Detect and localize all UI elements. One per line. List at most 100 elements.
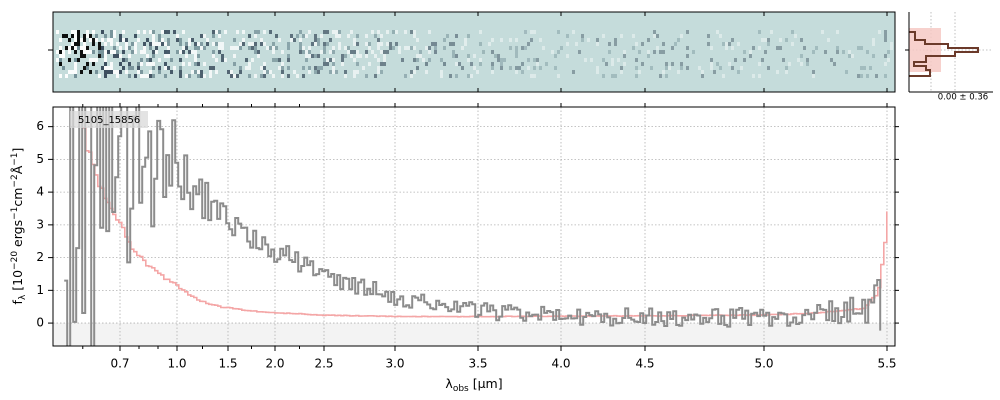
x-tick-label: 3.0 — [385, 357, 404, 371]
spectrum-2d-pixel — [530, 30, 533, 34]
spectrum-2d-pixel — [182, 50, 185, 54]
spectrum-2d-pixel — [197, 54, 200, 58]
spectrum-2d-pixel — [557, 74, 560, 78]
spectrum-2d-pixel — [209, 66, 212, 70]
ylabel-part: λ — [18, 294, 28, 300]
spectrum-2d-pixel — [452, 54, 455, 58]
spectrum-2d-pixel — [260, 66, 263, 70]
spectrum-2d-pixel — [518, 66, 521, 70]
spectrum-2d-pixel — [287, 46, 290, 50]
plot-background — [53, 107, 895, 346]
spectrum-2d-pixel — [200, 34, 203, 38]
spectrum-2d-pixel — [707, 34, 710, 38]
spectrum-2d-pixel — [677, 38, 680, 42]
spectrum-2d-pixel — [467, 34, 470, 38]
spectrum-2d-pixel — [455, 34, 458, 38]
spectrum-2d-pixel — [374, 74, 377, 78]
spectrum-2d-pixel — [731, 46, 734, 50]
object-label: 5105_15856 — [78, 115, 140, 126]
spectrum-2d-pixel — [203, 46, 206, 50]
spectrum-2d-pixel — [308, 70, 311, 74]
spectrum-2d-pixel — [326, 58, 329, 62]
spectrum-2d-pixel — [104, 50, 107, 54]
spectrum-2d-pixel — [374, 34, 377, 38]
spectrum-2d-pixel — [215, 42, 218, 46]
spectrum-2d-ticks — [48, 12, 888, 92]
spectrum-2d-pixel — [479, 30, 482, 34]
spectrum-2d-pixel — [821, 30, 824, 34]
spectrum-2d-pixel — [86, 66, 89, 70]
spectrum-2d-pixel — [104, 42, 107, 46]
spectrum-2d-pixel — [671, 62, 674, 66]
spectrum-2d-pixel — [554, 66, 557, 70]
spectrum-2d-pixel — [299, 42, 302, 46]
spectrum-2d-pixel — [677, 70, 680, 74]
spectrum-2d-pixel — [206, 38, 209, 42]
spectrum-2d-pixel — [359, 54, 362, 58]
spectrum-2d-pixel — [356, 54, 359, 58]
spectrum-2d-pixel — [104, 62, 107, 66]
spectrum-2d-pixel — [308, 54, 311, 58]
spectrum-2d-pixel — [686, 54, 689, 58]
spectrum-2d-pixel — [269, 46, 272, 50]
spectrum-2d-pixel — [422, 58, 425, 62]
spectrum-2d-pixel — [92, 58, 95, 62]
spectrum-2d-pixel — [776, 46, 779, 50]
spectrum-2d-pixel — [686, 30, 689, 34]
spectrum-2d-pixel — [857, 46, 860, 50]
spectrum-2d-pixel — [545, 62, 548, 66]
spectrum-2d-pixel — [413, 46, 416, 50]
spectrum-2d-pixel — [335, 30, 338, 34]
spectrum-2d-pixel — [248, 46, 251, 50]
spectrum-2d-pixel — [332, 62, 335, 66]
spectrum-2d-pixel — [146, 54, 149, 58]
spectrum-2d-panel — [48, 11, 896, 93]
spectrum-2d-pixel — [242, 38, 245, 42]
spectrum-2d-pixel — [341, 62, 344, 66]
spectrum-2d-pixel — [104, 74, 107, 78]
spectrum-2d-pixel — [848, 50, 851, 54]
spectrum-2d-pixel — [191, 50, 194, 54]
spectrum-2d-pixel — [98, 50, 101, 54]
spectrum-2d-pixel — [557, 30, 560, 34]
spectrum-2d-pixel — [101, 50, 104, 54]
spectrum-2d-pixel — [845, 70, 848, 74]
spectrum-2d-pixel — [713, 70, 716, 74]
spectrum-2d-pixel — [815, 46, 818, 50]
spectrum-2d-pixel — [110, 66, 113, 70]
spectrum-2d-pixel — [218, 46, 221, 50]
spectrum-2d-pixel — [794, 34, 797, 38]
spectrum-2d-pixel — [701, 74, 704, 78]
spectrum-2d-pixel — [341, 58, 344, 62]
spectrum-2d-pixel — [353, 58, 356, 62]
spectrum-2d-pixel — [812, 50, 815, 54]
spectrum-2d-pixel — [59, 58, 62, 62]
spectrum-2d-pixel — [425, 62, 428, 66]
spectrum-2d-pixel — [320, 66, 323, 70]
spectrum-2d-pixel — [686, 66, 689, 70]
spectrum-2d-pixel — [56, 58, 59, 62]
spectrum-2d-pixel — [836, 30, 839, 34]
spectrum-2d-pixel — [452, 50, 455, 54]
spectrum-2d-pixel — [248, 66, 251, 70]
spectrum-2d-pixel — [149, 42, 152, 46]
spectrum-2d-pixel — [176, 34, 179, 38]
spectrum-2d-pixel — [632, 34, 635, 38]
spectrum-2d-pixel — [434, 50, 437, 54]
spectrum-2d-pixel — [296, 74, 299, 78]
spectrum-2d-pixel — [581, 34, 584, 38]
spectrum-2d-pixel — [776, 70, 779, 74]
spectrum-2d-pixel — [491, 38, 494, 42]
spectrum-2d-pixel — [104, 70, 107, 74]
spectrum-2d-pixel — [377, 58, 380, 62]
spectrum-2d-pixel — [332, 30, 335, 34]
spectrum-2d-pixel — [173, 66, 176, 70]
spectrum-2d-pixel — [74, 70, 77, 74]
spectrum-2d-pixel — [263, 42, 266, 46]
spectrum-2d-pixel — [287, 54, 290, 58]
spectrum-2d-pixel — [623, 62, 626, 66]
spectrum-2d-pixel — [230, 46, 233, 50]
spectrum-2d-pixel — [98, 54, 101, 58]
spectrum-2d-pixel — [254, 34, 257, 38]
spectrum-2d-pixel — [158, 58, 161, 62]
